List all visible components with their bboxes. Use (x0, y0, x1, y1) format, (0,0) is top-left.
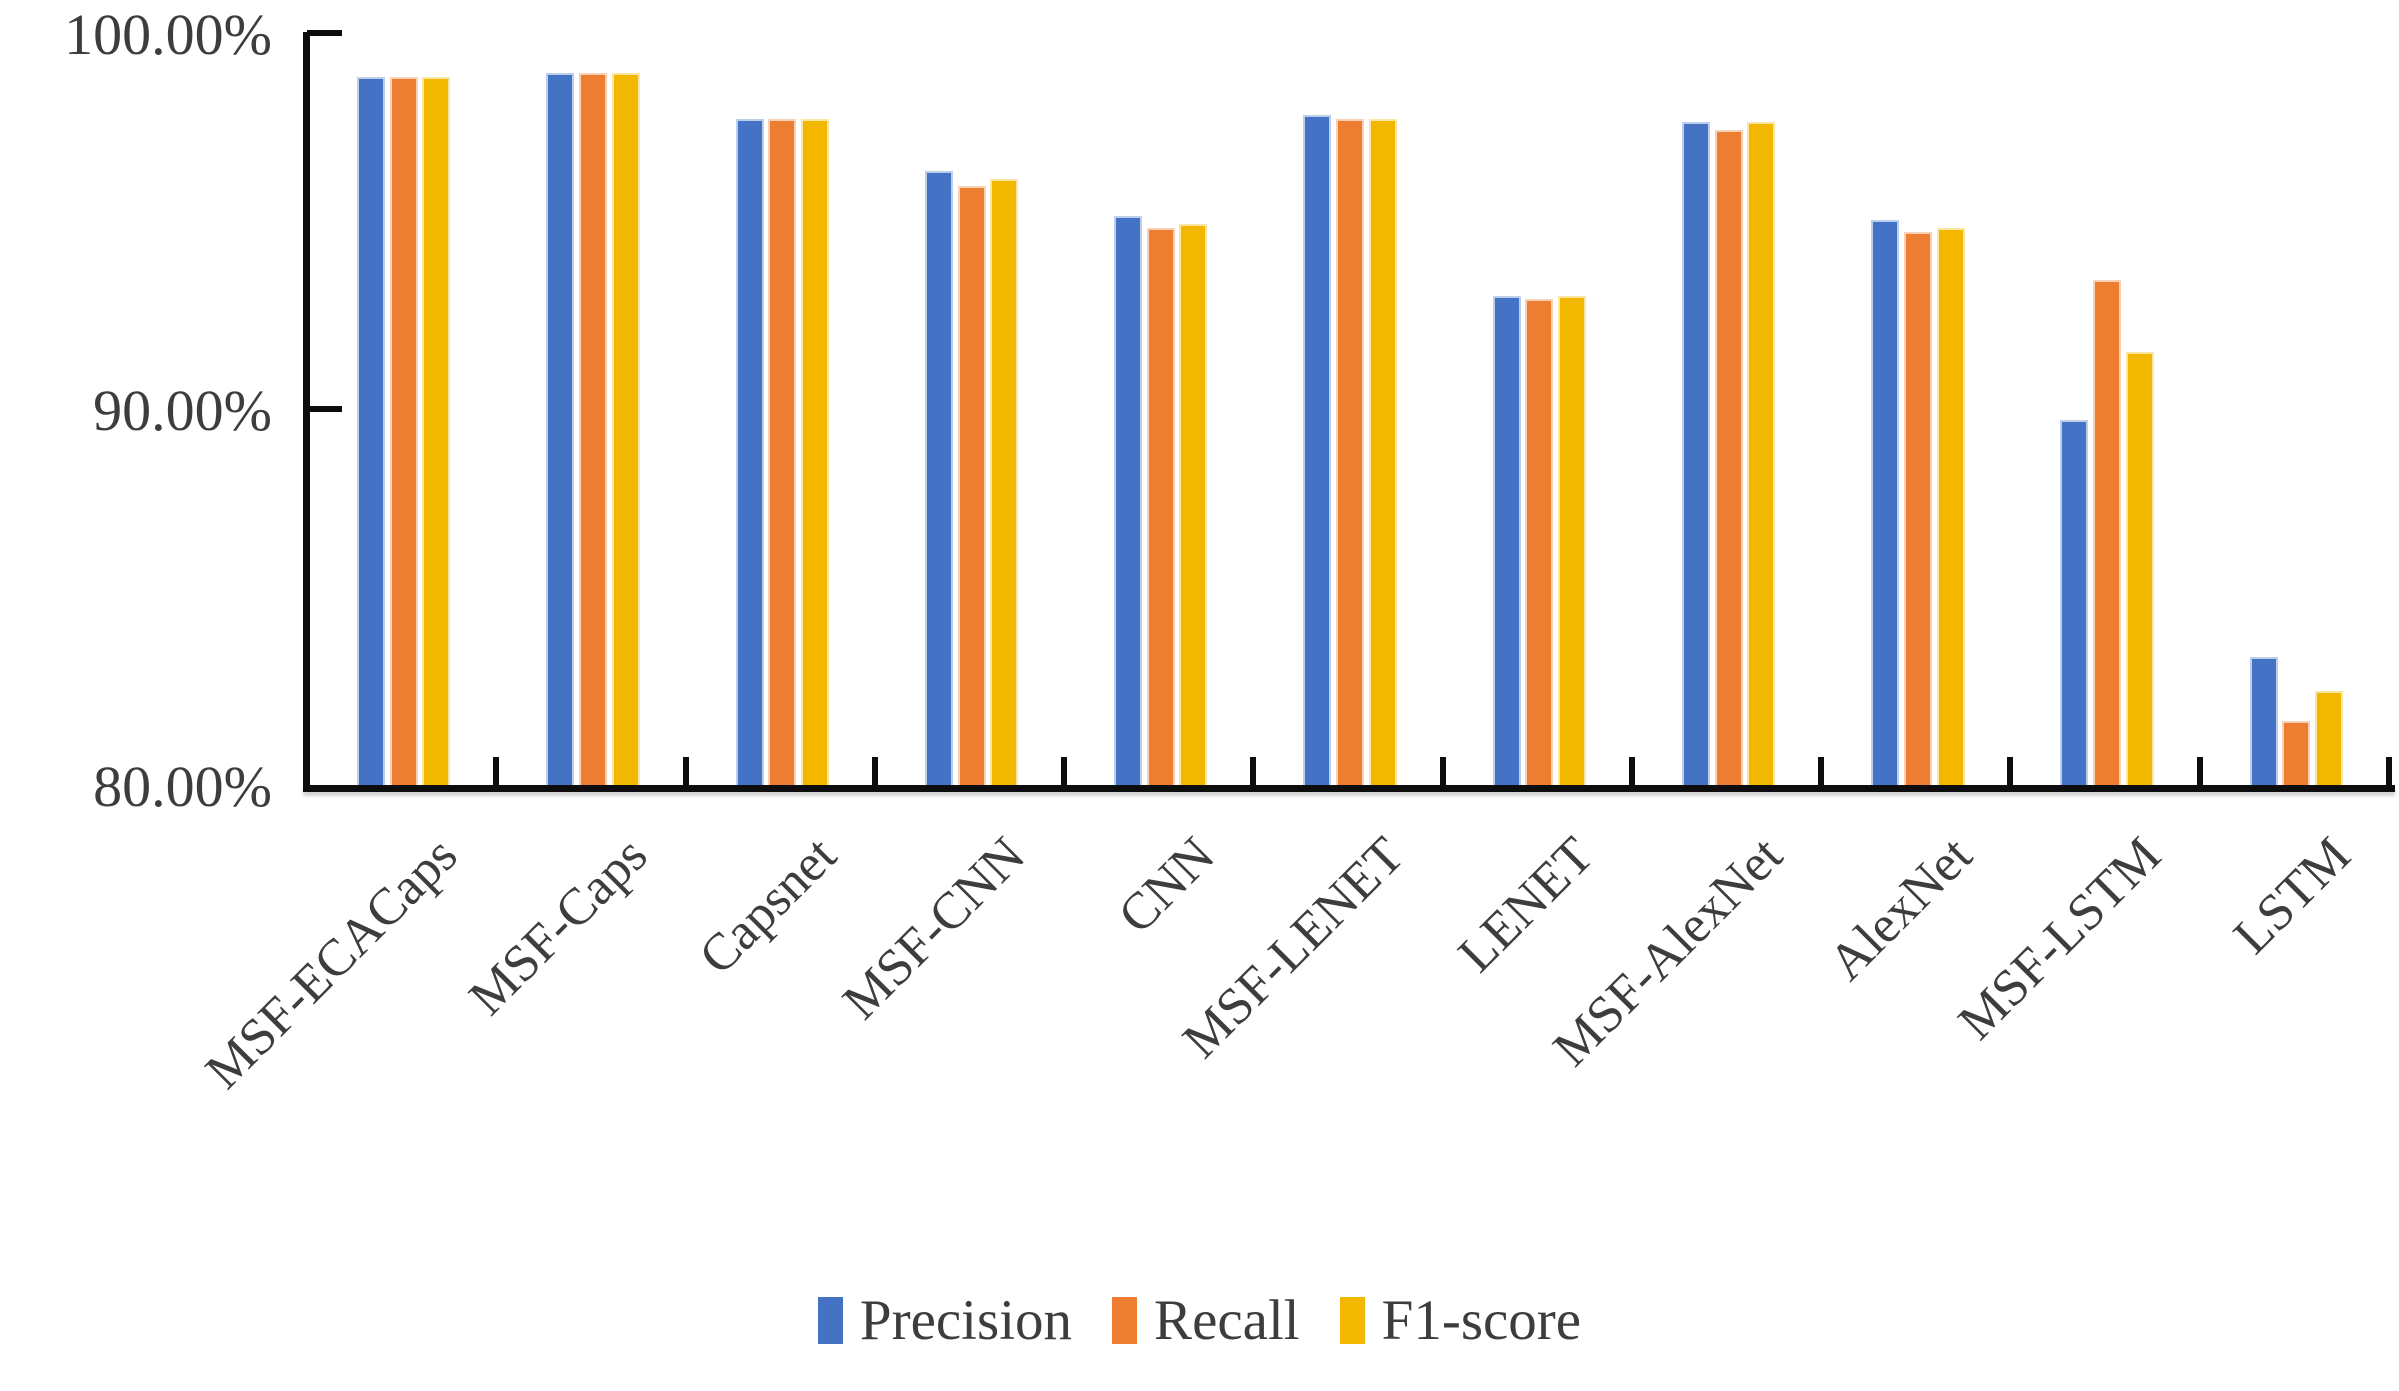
x-axis-label-msf-caps: MSF-Caps (458, 826, 658, 1027)
x-axis-tick (493, 757, 500, 785)
bar-precision-lenet (1492, 295, 1521, 785)
x-axis-line (303, 785, 2395, 792)
legend-item-f1-score: F1-score (1339, 1289, 1582, 1352)
bar-recall-lstm (2282, 720, 2311, 785)
x-axis-tick (2196, 757, 2203, 785)
x-axis-tick (871, 757, 878, 785)
bar-precision-msf-caps (546, 73, 575, 785)
legend-swatch-f1-score (1339, 1297, 1365, 1344)
y-axis-tick-label-90: 90.00% (93, 378, 272, 443)
bar-recall-lenet (1525, 299, 1554, 785)
bar-precision-capsnet (735, 118, 764, 785)
x-axis-tick (682, 757, 689, 785)
bar-f1-score-msf-ecacaps (422, 77, 451, 785)
legend-swatch-precision (817, 1297, 843, 1344)
bar-f1-score-msf-lstm (2125, 352, 2154, 785)
x-axis-tick (1061, 757, 1068, 785)
legend-label-precision: Precision (859, 1289, 1073, 1352)
bar-precision-alexnet (1871, 220, 1900, 785)
x-axis-tick (2007, 757, 2014, 785)
x-axis-tick (1439, 757, 1446, 785)
x-axis-label-lenet: LENET (1447, 826, 1605, 984)
bar-f1-score-msf-caps (611, 73, 640, 785)
bar-f1-score-lenet (1558, 295, 1587, 785)
legend-item-precision: Precision (817, 1289, 1073, 1352)
bar-f1-score-msf-cnn (990, 178, 1019, 785)
bar-recall-msf-lstm (2093, 280, 2122, 785)
y-axis-tick-label-80: 80.00% (93, 754, 272, 819)
x-axis-label-lstm: LSTM (2222, 826, 2362, 965)
bar-recall-alexnet (1903, 231, 1932, 785)
bar-f1-score-lstm (2315, 690, 2344, 785)
bar-precision-msf-cnn (924, 171, 953, 785)
x-axis-tick (2386, 757, 2392, 785)
legend-label-recall: Recall (1154, 1289, 1300, 1352)
legend-swatch-recall (1112, 1297, 1138, 1344)
x-axis-label-msf-lstm: MSF-LSTM (1947, 826, 2172, 1051)
bar-f1-score-msf-lenet (1368, 118, 1397, 785)
x-axis-label-capsnet: Capsnet (688, 826, 848, 986)
bar-precision-msf-alexnet (1681, 122, 1710, 785)
bar-precision-lstm (2249, 656, 2278, 785)
bar-f1-score-alexnet (1936, 227, 1965, 785)
bar-precision-msf-lenet (1303, 114, 1332, 785)
x-axis-label-alexnet: AlexNet (1817, 826, 1983, 992)
bar-recall-msf-lenet (1336, 118, 1365, 785)
x-axis-tick (1628, 757, 1635, 785)
bar-recall-msf-alexnet (1714, 129, 1743, 785)
x-axis-tick (1250, 757, 1257, 785)
x-axis-label-msf-cnn: MSF-CNN (832, 826, 1037, 1031)
bar-recall-msf-caps (578, 73, 607, 785)
bar-f1-score-cnn (1179, 224, 1208, 785)
bar-precision-msf-lstm (2060, 419, 2089, 785)
legend-label-f1-score: F1-score (1381, 1289, 1582, 1352)
bar-precision-msf-ecacaps (357, 77, 385, 785)
x-axis-label-cnn: CNN (1107, 826, 1226, 945)
y-axis-tick-100 (307, 30, 342, 36)
bar-f1-score-msf-alexnet (1747, 122, 1776, 785)
bar-recall-capsnet (768, 118, 797, 785)
y-axis-line (303, 32, 310, 792)
y-axis-tick-90 (307, 406, 342, 412)
bar-recall-msf-ecacaps (389, 77, 418, 785)
y-axis-tick-label-100: 100.00% (64, 2, 272, 67)
legend: Precision Recall F1-score (0, 1292, 2399, 1349)
bar-precision-cnn (1114, 216, 1143, 785)
x-axis-tick (1818, 757, 1825, 785)
bar-recall-msf-cnn (957, 186, 986, 785)
x-axis-label-msf-ecacaps: MSF-ECACaps (195, 826, 469, 1100)
legend-item-recall: Recall (1112, 1292, 1300, 1349)
bar-recall-cnn (1146, 227, 1175, 785)
bar-f1-score-capsnet (800, 118, 829, 785)
